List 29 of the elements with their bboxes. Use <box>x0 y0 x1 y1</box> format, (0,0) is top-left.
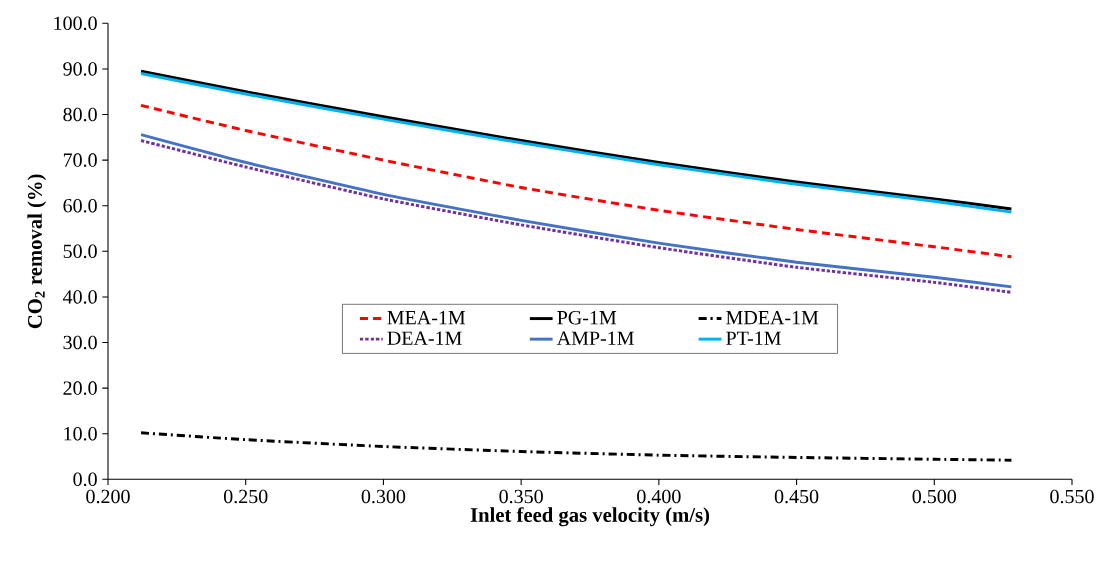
y-tick-label: 50.0 <box>63 244 97 259</box>
y-tick-label: 0.0 <box>73 472 97 487</box>
x-tick-label: 0.400 <box>637 489 681 504</box>
legend-label: DEA-1M <box>387 331 462 345</box>
y-axis-title: CO$_{2}$ removal (%) <box>27 174 47 329</box>
y-tick-label: 90.0 <box>63 62 97 76</box>
y-tick-label: 80.0 <box>63 107 97 122</box>
x-tick-label: 0.450 <box>774 489 819 504</box>
y-tick-label: 20.0 <box>63 381 97 395</box>
legend-label: PT-1M <box>726 331 781 345</box>
x-tick-label: 0.250 <box>223 489 268 504</box>
y-tick-label: 10.0 <box>64 426 97 441</box>
x-tick-label: 0.300 <box>361 489 406 504</box>
x-tick-label: 0.350 <box>499 489 543 504</box>
line-series <box>139 103 1013 259</box>
legend-label: AMP-1M <box>556 331 634 345</box>
x-axis-title: Inlet feed gas velocity (m/s) <box>470 507 710 527</box>
line-series <box>139 431 1013 462</box>
x-tick-label: 0.550 <box>1050 489 1094 504</box>
y-tick-label: 40.0 <box>63 290 97 304</box>
x-tick-label: 0.200 <box>86 489 130 504</box>
x-tick-label: 0.500 <box>912 489 957 504</box>
y-tick-label: 60.0 <box>63 198 97 213</box>
legend-label: PG-1M <box>557 310 617 325</box>
legend-label: MDEA-1M <box>726 310 819 325</box>
y-tick-label: 70.0 <box>63 153 97 167</box>
y-tick-label: 100.0 <box>54 16 97 31</box>
y-tick-label: 30.0 <box>63 335 97 350</box>
legend-label: MEA-1M <box>387 310 466 325</box>
